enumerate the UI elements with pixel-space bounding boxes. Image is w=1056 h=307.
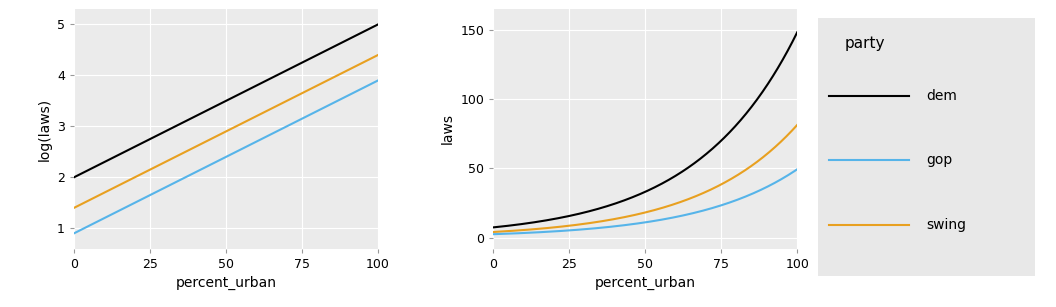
X-axis label: percent_urban: percent_urban — [175, 276, 277, 290]
Text: swing: swing — [927, 218, 966, 232]
X-axis label: percent_urban: percent_urban — [595, 276, 696, 290]
Text: party: party — [845, 37, 885, 52]
Text: gop: gop — [927, 153, 953, 167]
Y-axis label: laws: laws — [441, 114, 455, 144]
Text: dem: dem — [927, 89, 958, 103]
Y-axis label: log(laws): log(laws) — [37, 97, 52, 161]
